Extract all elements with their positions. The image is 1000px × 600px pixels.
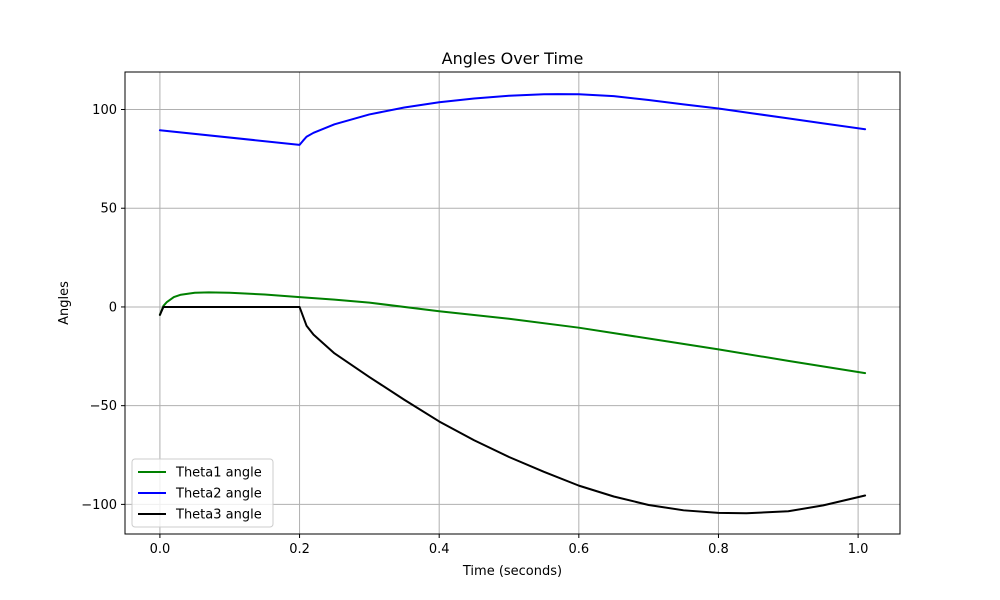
x-tick-label: 0.0: [150, 542, 171, 557]
y-tick-label: 0: [109, 300, 117, 315]
x-tick-label: 0.6: [568, 542, 589, 557]
y-tick-label: −50: [90, 399, 117, 414]
legend-label-theta1: Theta1 angle: [175, 466, 262, 481]
legend-label-theta2: Theta2 angle: [175, 487, 262, 502]
legend-label-theta3: Theta3 angle: [175, 508, 262, 523]
y-tick-label: 100: [92, 103, 117, 118]
series-lines: [158, 93, 867, 515]
series-line-theta2: [158, 93, 867, 146]
x-tick-label: 0.8: [708, 542, 729, 557]
series-line-theta1: [158, 291, 867, 375]
x-tick-label: 0.2: [289, 542, 310, 557]
y-tick-label: −100: [81, 498, 117, 513]
x-tick-label: 0.4: [429, 542, 450, 557]
y-axis-label: Angles: [57, 281, 72, 325]
legend: Theta1 angle Theta2 angle Theta3 angle: [131, 458, 274, 528]
x-axis-label: Time (seconds): [462, 564, 562, 579]
plot-area-frame: [124, 71, 901, 535]
series-line-theta3: [158, 305, 867, 515]
legend-box: [131, 458, 274, 528]
x-tick-label: 1.0: [848, 542, 869, 557]
y-tick-label: 50: [100, 202, 117, 217]
axis-ticks: 0.0 0.2 0.4 0.6 0.8 1.0 −100 −50 0 50 100: [81, 103, 868, 557]
chart-title: Angles Over Time: [442, 49, 584, 68]
